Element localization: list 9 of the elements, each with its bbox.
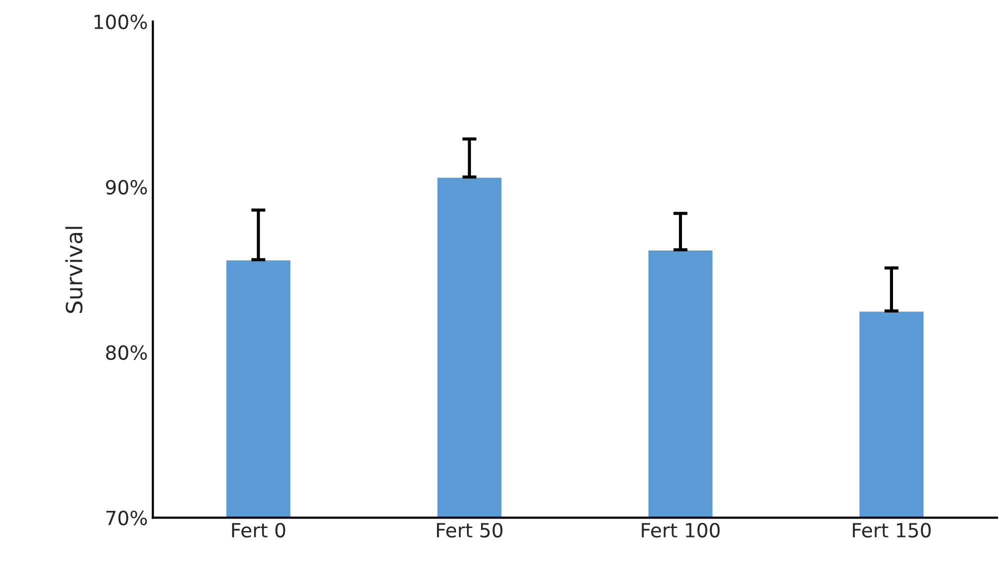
x-tick-label: Fert 150	[852, 522, 931, 538]
x-tick-label: Fert 50	[437, 522, 502, 538]
y-axis-title: Survival	[65, 226, 83, 313]
y-tick-label: 80%	[106, 345, 147, 360]
y-tick-label: 90%	[106, 180, 147, 195]
x-tick-label: Fert 0	[232, 522, 286, 538]
y-tick-label: 70%	[106, 510, 147, 526]
y-tick-label: 100%	[94, 14, 147, 30]
x-tick-label: Fert 100	[642, 522, 720, 538]
